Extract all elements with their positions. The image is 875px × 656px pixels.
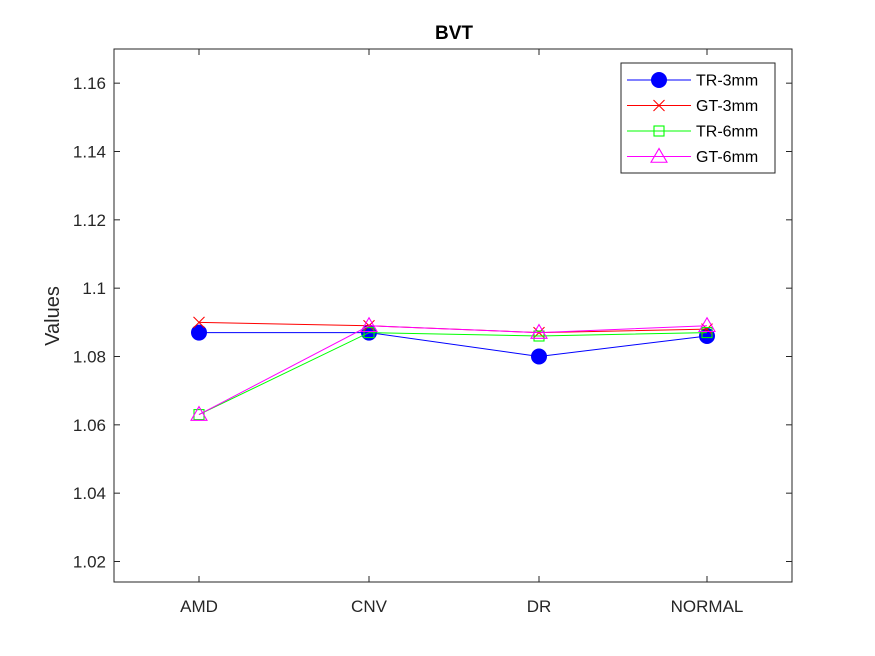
- series-line: [199, 332, 708, 358]
- legend-entry: GT-3mm: [627, 98, 758, 115]
- x-tick-label: AMD: [180, 597, 218, 616]
- square-marker: [363, 327, 375, 339]
- x-tick-label: NORMAL: [671, 597, 744, 616]
- series-line: [198, 325, 708, 416]
- circle-marker: [191, 324, 207, 341]
- series-gt-6mm: [190, 316, 716, 421]
- y-axis-label: Values: [42, 286, 64, 346]
- y-tick-label: 1.04: [73, 484, 106, 503]
- legend-label: GT-3mm: [696, 98, 758, 115]
- y-tick-label: 1.1: [82, 279, 106, 298]
- triangle-marker: [650, 147, 668, 163]
- legend: TR-3mm GT-3mm TR-6mm GT-6mm: [620, 62, 776, 174]
- x-marker: [653, 99, 665, 112]
- triangle-marker: [698, 316, 716, 333]
- triangle-marker: [530, 323, 548, 339]
- y-tick-label: 1.12: [73, 211, 106, 230]
- triangle-marker: [190, 405, 208, 421]
- triangle-marker: [360, 316, 378, 333]
- y-tick-label: 1.16: [73, 74, 106, 93]
- legend-box: [620, 62, 776, 174]
- circle-marker: [531, 348, 547, 365]
- y-tick-label: 1.08: [73, 347, 106, 366]
- legend-entry: TR-3mm: [627, 72, 758, 90]
- square-marker: [653, 125, 665, 137]
- y-tick-label: 1.02: [73, 552, 106, 571]
- x-marker: [193, 316, 205, 329]
- chart-title: BVT: [435, 23, 473, 44]
- x-tick-label: CNV: [351, 597, 388, 616]
- square-marker: [701, 327, 713, 339]
- square-marker: [533, 330, 545, 342]
- legend-label: TR-3mm: [696, 73, 758, 90]
- series-layer: [190, 316, 716, 421]
- y-axis: 1.02 1.04 1.06 1.08 1.1 1.12 1.14 1.16: [73, 74, 792, 571]
- legend-entry: TR-6mm: [627, 124, 758, 141]
- series-line: [198, 332, 708, 416]
- x-tick-label: DR: [527, 597, 552, 616]
- y-tick-label: 1.14: [73, 142, 106, 161]
- legend-entry: GT-6mm: [627, 147, 758, 166]
- legend-label: TR-6mm: [696, 124, 758, 141]
- y-tick-label: 1.06: [73, 416, 106, 435]
- x-axis: AMD CNV DR NORMAL: [180, 49, 743, 616]
- legend-label: GT-6mm: [696, 149, 758, 166]
- circle-marker: [651, 72, 667, 88]
